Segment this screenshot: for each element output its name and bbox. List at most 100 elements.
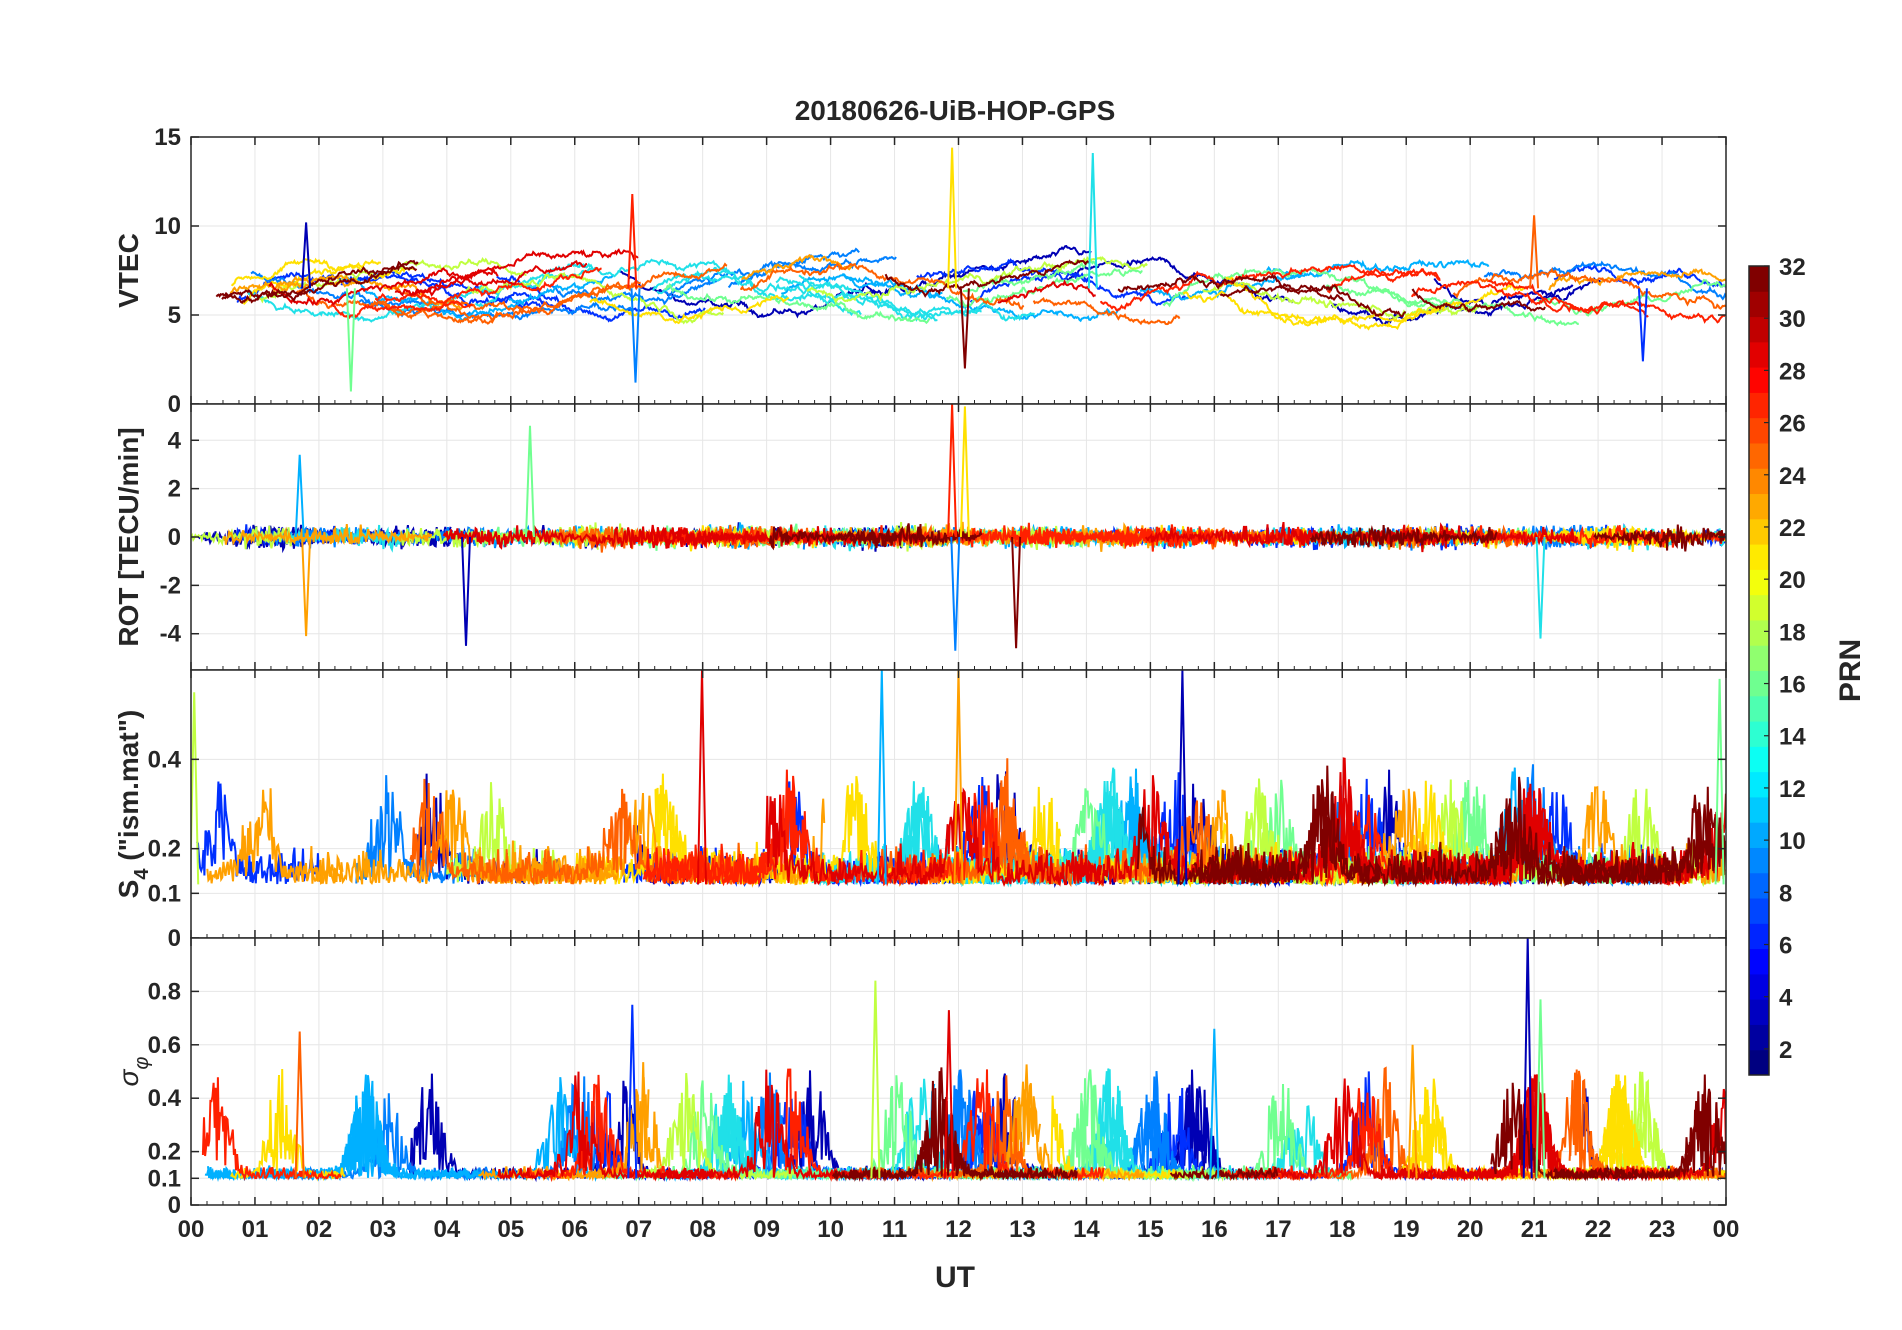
series-prn-25 bbox=[880, 758, 1056, 886]
y-tick-label: 0.1 bbox=[148, 1165, 181, 1192]
series-prn-29 bbox=[268, 267, 499, 307]
series-prn-20 bbox=[589, 294, 790, 325]
series-prn-29 bbox=[405, 248, 639, 297]
spike-mark bbox=[1714, 678, 1725, 885]
series-prn-22 bbox=[222, 524, 433, 548]
spike-mark bbox=[525, 425, 535, 538]
series-prn-32 bbox=[768, 526, 897, 551]
y-axis-label-rest: ("ism.mat") bbox=[113, 710, 144, 869]
spike-mark bbox=[1407, 1044, 1418, 1179]
colorbar-level bbox=[1749, 442, 1769, 469]
y-tick-label: 2 bbox=[168, 476, 181, 503]
panel-sigma: 00.10.2 0.4 0.6 0.8 σφ bbox=[113, 937, 1727, 1219]
colorbar-level bbox=[1749, 822, 1769, 848]
y-axis-label-rot: ROT [TECU/min] bbox=[113, 427, 144, 646]
x-axis-label: UT bbox=[935, 1261, 975, 1294]
series-prn-18 bbox=[1202, 281, 1491, 320]
colorbar-tick-label: 26 bbox=[1779, 411, 1806, 438]
series-prn-15 bbox=[1537, 278, 1726, 317]
colorbar-level bbox=[1749, 695, 1769, 722]
y-tick-label: 0.8 bbox=[148, 978, 181, 1005]
spike-mark bbox=[1529, 215, 1540, 289]
x-tick-label: 04 bbox=[433, 1216, 460, 1243]
series-prn-20 bbox=[1225, 276, 1446, 331]
x-tick-label: 03 bbox=[370, 1216, 397, 1243]
y-tick-label: 0.4 bbox=[148, 746, 182, 773]
colorbar-tick-label: 18 bbox=[1779, 619, 1806, 646]
series-prn-27 bbox=[330, 300, 474, 320]
colorbar-tick-label: 10 bbox=[1779, 828, 1806, 855]
x-tick-label: 06 bbox=[561, 1216, 588, 1243]
series-prn-25 bbox=[370, 300, 507, 324]
colorbar-level bbox=[1749, 898, 1769, 924]
x-tick-label: 18 bbox=[1329, 1216, 1356, 1243]
colorbar-level bbox=[1749, 569, 1769, 596]
colorbar-level bbox=[1749, 796, 1769, 823]
x-tick-label: 17 bbox=[1265, 1216, 1292, 1243]
series-prn-10 bbox=[780, 273, 1120, 323]
x-tick-label: 05 bbox=[497, 1216, 524, 1243]
series-prn-22 bbox=[741, 253, 853, 281]
y-tick-label: 0 bbox=[168, 524, 181, 551]
series-prn-12 bbox=[798, 274, 982, 322]
spike-mark bbox=[943, 1010, 954, 1179]
x-tick-label: 09 bbox=[753, 1216, 780, 1243]
spike-mark bbox=[870, 980, 881, 1179]
colorbar-level bbox=[1749, 619, 1769, 646]
series-prn-22 bbox=[1548, 268, 1726, 291]
spike-mark bbox=[294, 454, 305, 538]
x-tick-label: 21 bbox=[1521, 1216, 1548, 1243]
series-prn-32 bbox=[1399, 780, 1610, 888]
series-prn-32 bbox=[1561, 786, 1726, 887]
spike-mark bbox=[1522, 938, 1533, 1179]
series-prn-27 bbox=[1099, 264, 1441, 312]
spike-mark bbox=[1535, 999, 1546, 1179]
x-tick-label: 11 bbox=[882, 1216, 907, 1243]
x-tick-label: 12 bbox=[945, 1216, 972, 1243]
series-prn-32 bbox=[1593, 524, 1726, 552]
y-tick-label: -2 bbox=[160, 572, 181, 599]
spike-mark bbox=[947, 404, 958, 538]
series-prn-8 bbox=[250, 270, 426, 309]
spike-mark bbox=[947, 147, 958, 289]
colorbar-level bbox=[1749, 291, 1769, 318]
series-prn-27 bbox=[1488, 279, 1649, 318]
y-tick-label: 0.1 bbox=[148, 880, 181, 907]
colorbar-level bbox=[1749, 1049, 1769, 1076]
colorbar-tick-label: 32 bbox=[1779, 254, 1806, 281]
y-tick-label: 0 bbox=[168, 391, 181, 418]
colorbar-level bbox=[1749, 923, 1769, 950]
colorbar-tick-label: 30 bbox=[1779, 306, 1806, 333]
colorbar-tick-label: 14 bbox=[1779, 724, 1806, 751]
traces-vtec bbox=[215, 147, 1726, 392]
series-prn-15 bbox=[1324, 282, 1580, 327]
colorbar-tick-label: 4 bbox=[1779, 985, 1793, 1012]
spike-mark bbox=[1011, 536, 1022, 649]
spike-mark bbox=[301, 536, 312, 637]
colorbar-tick-label: 24 bbox=[1779, 463, 1806, 490]
series-prn-32 bbox=[1309, 525, 1498, 548]
x-tick-label: 00 bbox=[178, 1216, 205, 1243]
series-prn-32 bbox=[831, 1071, 1047, 1182]
series-prn-5 bbox=[236, 270, 561, 310]
colorbar-level bbox=[1749, 468, 1769, 495]
series-prn-20 bbox=[231, 257, 381, 287]
colorbar-tick-label: 16 bbox=[1779, 672, 1806, 699]
x-tick-label: 20 bbox=[1457, 1216, 1484, 1243]
colorbar-level bbox=[1749, 771, 1769, 798]
spike-mark bbox=[697, 670, 707, 885]
series-prn-29 bbox=[497, 1071, 712, 1182]
traces-s4 bbox=[191, 670, 1726, 889]
x-tick-label: 22 bbox=[1585, 1216, 1612, 1243]
y-tick-label: 0.6 bbox=[148, 1032, 181, 1059]
x-tick-label: 07 bbox=[625, 1216, 652, 1243]
colorbar-level bbox=[1749, 417, 1769, 444]
colorbar-level bbox=[1749, 872, 1769, 899]
y-tick-label: 15 bbox=[154, 124, 181, 151]
series-prn-32 bbox=[1136, 807, 1272, 887]
colorbar-level bbox=[1749, 670, 1769, 697]
series-prn-27 bbox=[1411, 280, 1726, 324]
panel-s4: 00.10.20.4S4 ("ism.mat") bbox=[113, 669, 1727, 952]
